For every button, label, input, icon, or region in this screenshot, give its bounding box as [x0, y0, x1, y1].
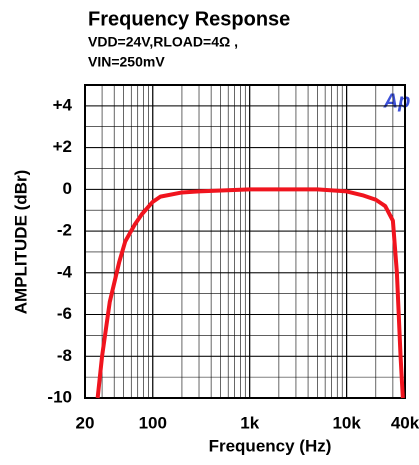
- y-tick-label: +2: [53, 137, 72, 156]
- y-tick-label: -6: [57, 304, 72, 323]
- x-tick-label: 20: [76, 413, 95, 432]
- logo: Ap: [383, 90, 411, 112]
- chart-subtitle: VIN=250mV: [88, 54, 165, 70]
- x-tick-label: 100: [139, 413, 167, 432]
- chart-title: Frequency Response: [88, 8, 290, 30]
- plot-frame: [84, 84, 406, 399]
- y-tick-label: -2: [57, 221, 72, 240]
- series-line: [95, 187, 405, 399]
- chart-subtitle: VDD=24V,RLOAD=4Ω ,: [88, 34, 238, 50]
- y-axis-title: AMPLITUDE (dBr): [11, 170, 30, 314]
- y-tick-label: -8: [57, 346, 72, 365]
- y-tick-label: 0: [63, 179, 72, 198]
- y-tick-label: -4: [57, 262, 73, 281]
- y-tick-label: -10: [47, 387, 72, 406]
- x-tick-label: 10k: [332, 413, 361, 432]
- x-tick-label: 40k: [391, 413, 419, 432]
- x-axis-title: Frequency (Hz): [209, 436, 332, 455]
- y-tick-label: +4: [53, 95, 73, 114]
- x-tick-label: 1k: [240, 413, 259, 432]
